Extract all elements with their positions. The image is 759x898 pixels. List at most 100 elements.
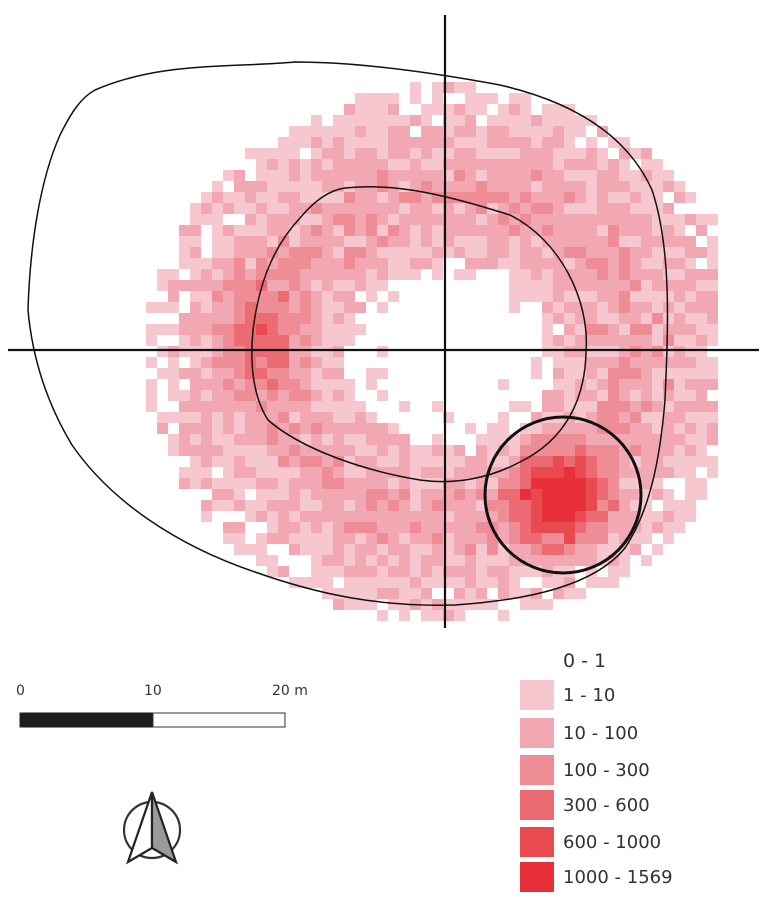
density-cell [564,324,575,335]
density-cell [586,280,597,291]
density-cell [432,489,443,500]
density-cell [619,324,630,335]
density-cell [421,258,432,269]
density-cell [278,445,289,456]
density-cell [630,401,641,412]
density-cell [630,269,641,280]
density-cell [586,500,597,511]
density-cell [597,313,608,324]
density-cell [399,192,410,203]
density-cell [399,478,410,489]
density-cell [542,170,553,181]
legend-label: 10 - 100 [563,723,639,744]
density-cell [498,104,509,115]
density-cell [300,181,311,192]
density-cell [388,203,399,214]
density-cell [432,192,443,203]
density-cell [377,390,388,401]
density-cell [157,346,168,357]
density-cell [531,434,542,445]
density-cell [377,225,388,236]
density-cell [245,478,256,489]
density-cell [201,434,212,445]
density-cell [278,236,289,247]
legend-item: 1000 - 1569 [520,862,755,892]
density-cell [234,247,245,258]
density-cell [267,335,278,346]
density-cell [542,335,553,346]
density-cell [652,544,663,555]
density-cell [575,115,586,126]
density-cell [256,423,267,434]
density-cell [564,148,575,159]
density-cell [498,159,509,170]
density-cell [190,412,201,423]
density-cell [366,192,377,203]
density-cell [597,577,608,588]
density-cell [619,566,630,577]
density-cell [421,489,432,500]
density-cell [278,401,289,412]
density-cell [212,313,223,324]
density-cell [322,192,333,203]
density-cell [168,390,179,401]
density-cell [608,445,619,456]
density-cell [388,445,399,456]
density-cell [256,280,267,291]
density-cell [344,434,355,445]
density-cell [377,555,388,566]
density-cell [619,214,630,225]
density-cell [663,357,674,368]
density-cell [289,236,300,247]
density-cell [553,478,564,489]
legend-item: 1 - 10 [520,680,755,710]
density-cell [344,544,355,555]
density-cell [432,269,443,280]
density-cell [377,423,388,434]
density-cell [575,533,586,544]
density-cell [575,313,586,324]
density-cell [487,115,498,126]
density-cell [245,544,256,555]
density-cell [608,324,619,335]
density-cell [707,302,718,313]
density-cell [190,258,201,269]
density-cell [630,291,641,302]
density-cell [597,434,608,445]
density-cell [586,379,597,390]
density-cell [322,346,333,357]
density-cell [223,500,234,511]
density-cell [432,159,443,170]
density-cell [487,137,498,148]
density-cell [674,456,685,467]
density-cell [245,236,256,247]
density-cell [707,467,718,478]
density-cell [619,390,630,401]
density-cell [223,335,234,346]
density-cell [311,126,322,137]
density-cell [652,412,663,423]
density-cell [289,214,300,225]
density-cell [630,148,641,159]
density-cell [289,280,300,291]
density-cell [179,423,190,434]
inner-ring-outline [251,185,588,483]
scale-bar-empty-segment [152,712,286,728]
density-cell [399,401,410,412]
density-cell [652,181,663,192]
density-cell [531,566,542,577]
density-cell [619,291,630,302]
density-cell [586,412,597,423]
density-cell [245,269,256,280]
density-cell [498,170,509,181]
density-cell [267,236,278,247]
density-cell [388,214,399,225]
density-cell [212,269,223,280]
density-cell [685,302,696,313]
density-cell [245,456,256,467]
density-cell [410,258,421,269]
density-cell [234,225,245,236]
density-cell [476,467,487,478]
density-cell [586,214,597,225]
density-cell [234,170,245,181]
